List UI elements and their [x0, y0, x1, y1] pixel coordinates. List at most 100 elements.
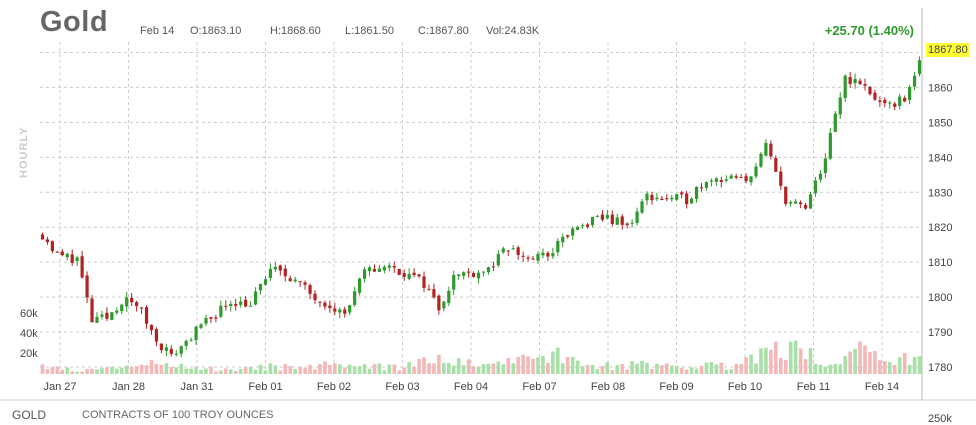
candle-body — [660, 198, 664, 200]
candle-body — [576, 226, 580, 230]
last-price-badge: 1867.80 — [926, 43, 970, 57]
volume-bar — [892, 364, 897, 374]
candle-body — [50, 241, 54, 252]
candle-body — [348, 305, 352, 313]
volume-bar — [887, 362, 892, 374]
candle-body — [912, 75, 917, 87]
footer-symbol: GOLD — [12, 408, 47, 422]
bar-date: Feb 14 — [140, 25, 175, 37]
volume-bar — [318, 364, 322, 374]
candle-body — [561, 236, 565, 243]
candle-body — [590, 216, 595, 226]
candle-body — [45, 239, 50, 243]
candle-body — [387, 265, 391, 268]
candle-body — [724, 179, 728, 181]
volume-bar — [516, 357, 520, 374]
price-tick-label: 1830 — [928, 187, 952, 199]
volume-bar — [803, 359, 808, 374]
volume-bar — [902, 352, 907, 374]
candle-body — [239, 301, 243, 305]
volume-bar — [595, 369, 600, 374]
volume-bar — [764, 347, 768, 374]
volume-bar — [640, 361, 644, 374]
volume-bar — [298, 366, 302, 374]
date-tick-label: Feb 14 — [865, 381, 899, 393]
volume-bar — [139, 364, 144, 374]
candle-body — [214, 317, 218, 319]
volume-bar — [228, 369, 233, 374]
candle-body — [367, 267, 372, 272]
volume-bar — [174, 367, 179, 374]
volume-bar — [268, 363, 273, 374]
volume-bar — [481, 364, 486, 374]
candle-body — [531, 258, 535, 260]
candle-body — [878, 100, 882, 102]
volume-bar — [897, 357, 902, 374]
volume-bar — [273, 365, 278, 374]
volume-bar — [858, 341, 862, 374]
volume-bar — [828, 364, 833, 374]
candle-body — [615, 217, 619, 225]
candle-body — [680, 192, 684, 195]
candle-body — [501, 248, 505, 253]
volume-bar — [461, 365, 466, 374]
candle-body — [511, 248, 515, 250]
candle-body — [873, 92, 877, 100]
candle-body — [169, 348, 173, 354]
candle-body — [318, 301, 322, 303]
volume-bar — [551, 351, 555, 374]
candle-body — [174, 353, 178, 355]
candle-body — [630, 222, 634, 224]
candle-body — [605, 214, 609, 219]
volume-bar — [199, 369, 203, 374]
volume-bar — [466, 359, 471, 374]
volume-bar — [645, 362, 649, 374]
volume-bar — [159, 364, 164, 374]
date-tick-label: Feb 01 — [248, 381, 282, 393]
volume-bar — [793, 340, 798, 374]
footer-note: CONTRACTS OF 100 TROY OUNCES — [82, 409, 274, 421]
open-value: O:1863.10 — [190, 25, 242, 37]
volume-bar — [674, 365, 679, 374]
volume-bar — [883, 361, 887, 374]
volume-bar — [694, 368, 699, 374]
volume-bar — [303, 367, 307, 374]
high-value: H:1868.60 — [270, 25, 321, 37]
candle-body — [189, 339, 193, 341]
candle-body — [427, 289, 431, 291]
candle-body — [105, 312, 109, 319]
candle-body — [120, 304, 124, 312]
candle-body — [110, 312, 114, 320]
candle-body — [808, 194, 813, 209]
candle-body — [442, 301, 446, 309]
volume-bar — [124, 365, 129, 374]
candle-body — [645, 193, 649, 201]
volume-bar — [521, 354, 525, 374]
volume-bar — [878, 360, 882, 374]
volume-bar — [655, 363, 659, 374]
candle-body — [828, 132, 832, 159]
volume-bar — [248, 367, 253, 374]
volume-bar — [491, 363, 496, 374]
candle-body — [95, 316, 99, 323]
price-tick-label: 1850 — [928, 117, 952, 129]
candle-body — [640, 201, 644, 213]
candle-body — [358, 278, 362, 293]
candle-body — [551, 253, 555, 257]
volume-bar — [90, 368, 94, 374]
candle-body — [714, 178, 718, 182]
volume-bar — [209, 366, 213, 374]
candle-body — [838, 97, 842, 115]
footer-volume-label: 250k — [928, 413, 952, 425]
volume-bar — [620, 364, 625, 374]
candle-body — [471, 273, 476, 277]
candle-body — [130, 297, 134, 303]
candle-body — [665, 198, 669, 200]
price-tick-label: 1820 — [928, 222, 952, 234]
volume-value: Vol:24.83K — [486, 25, 540, 37]
candle-body — [917, 60, 922, 74]
volume-bar — [214, 371, 218, 374]
candle-body — [848, 77, 852, 84]
price-tick-label: 1790 — [928, 327, 952, 339]
volume-tick-20k: 20k — [20, 348, 38, 360]
